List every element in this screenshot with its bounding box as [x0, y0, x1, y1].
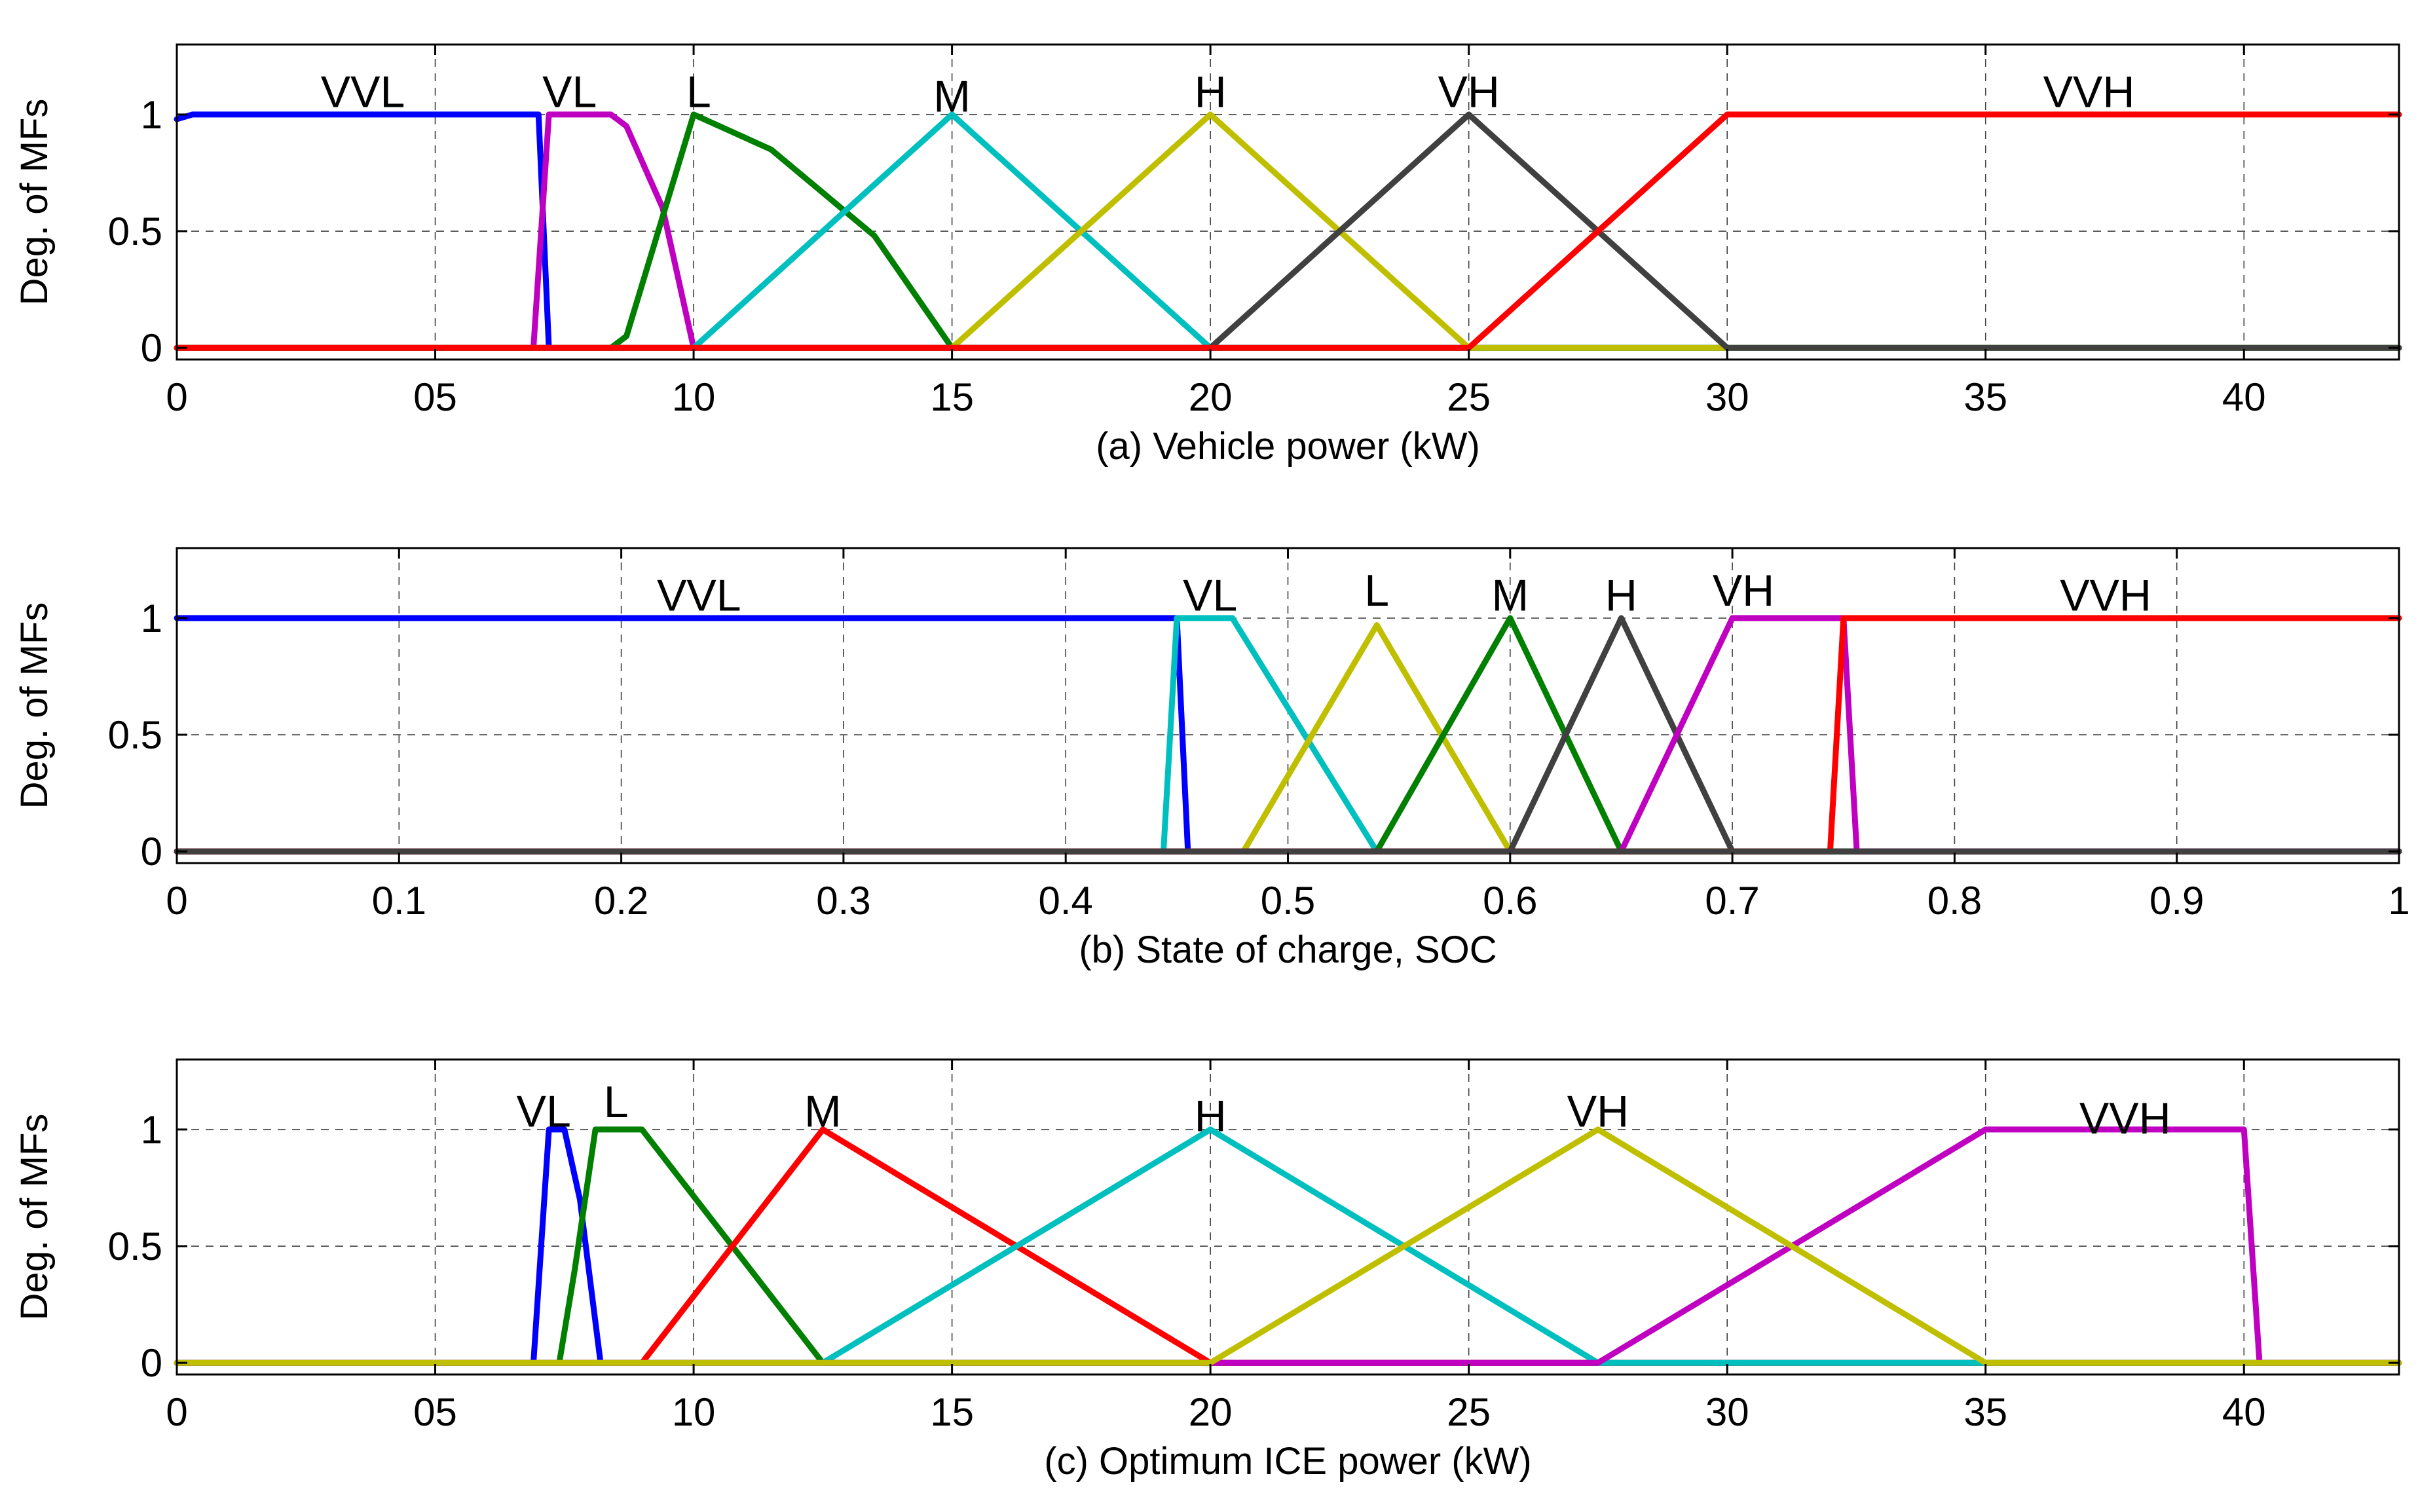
y-tick-label: 0.5 [108, 210, 162, 253]
x-axis-label: (c) Optimum ICE power (kW) [1044, 1440, 1531, 1483]
x-axis-label: (a) Vehicle power (kW) [1096, 425, 1480, 468]
mf-label-vh: VH [1713, 566, 1774, 616]
mf-label-vvl: VVL [657, 570, 741, 620]
x-tick-label: 40 [2222, 375, 2266, 419]
y-tick-label: 0.5 [108, 1225, 162, 1268]
series-line-vvh [174, 111, 2402, 351]
x-tick-label: 0 [166, 879, 187, 923]
y-tick-label: 0 [141, 1341, 162, 1385]
x-tick-label: 0.1 [372, 879, 426, 923]
x-tick-label: 0.3 [816, 879, 870, 923]
chart-panel-2: 0 05 10 15 20 25 30 35 40 0 0.5 1 VL L M H VH VVH (c) Opti… [13, 1058, 2402, 1483]
chart-panel-0: 0 05 10 15 20 25 30 35 40 0 0.5 1 VVL VL L M H VH VVH (a) V… [13, 43, 2402, 468]
mf-label-m: M [1491, 570, 1529, 620]
mf-label-m: M [933, 71, 971, 121]
mf-label-m: M [804, 1086, 842, 1136]
plot-frame [176, 43, 2400, 361]
x-tick-label: 0.4 [1038, 879, 1092, 923]
plot-frame [176, 1058, 2400, 1376]
y-axis-label: Deg. of MFs [13, 1114, 56, 1321]
mf-label-vvh: VVH [2043, 67, 2135, 117]
chart-panel-1: 0 0.1 0.2 0.3 0.4 0.5 0.6 0.7 0.8 0.9 1 0 0.5 1 VVL VL L… [13, 547, 2410, 971]
x-tick-label: 20 [1189, 375, 1233, 419]
mf-label-h: H [1605, 570, 1637, 620]
mf-label-l: L [686, 67, 711, 117]
x-tick-label: 35 [1963, 375, 2007, 419]
mf-label-vvh: VVH [2060, 570, 2151, 620]
series-line-vh [174, 1126, 2402, 1366]
y-axis-label: Deg. of MFs [13, 602, 56, 809]
y-tick-label: 1 [141, 597, 162, 640]
x-axis-label: (b) State of charge, SOC [1079, 929, 1497, 971]
mf-label-l: L [604, 1077, 629, 1127]
mf-label-vl: VL [517, 1086, 571, 1136]
y-axis-label: Deg. of MFs [13, 99, 56, 306]
x-tick-label: 40 [2222, 1390, 2266, 1434]
x-tick-label: 20 [1189, 1390, 1233, 1434]
x-tick-label: 0.8 [1927, 879, 1982, 923]
mf-label-h: H [1195, 1092, 1227, 1141]
mf-label-vh: VH [1438, 67, 1499, 117]
y-tick-label: 0 [141, 830, 162, 874]
mf-label-l: L [1364, 566, 1389, 616]
x-tick-label: 10 [672, 1390, 716, 1434]
mf-label-vh: VH [1567, 1086, 1629, 1136]
x-tick-label: 0.2 [594, 879, 648, 923]
x-tick-label: 0.5 [1261, 879, 1315, 923]
x-tick-label: 0 [166, 1390, 187, 1434]
mf-label-vl: VL [1183, 570, 1237, 620]
series-line-vl [174, 111, 2402, 351]
mf-label-vl: VL [542, 67, 597, 117]
x-tick-label: 0.7 [1705, 879, 1759, 923]
x-tick-label: 10 [672, 375, 716, 419]
mf-label-h: H [1195, 67, 1227, 117]
y-tick-label: 0 [141, 326, 162, 370]
y-tick-label: 1 [141, 93, 162, 137]
x-tick-label: 35 [1963, 1390, 2007, 1434]
mf-label-vvh: VVH [2079, 1094, 2171, 1143]
y-tick-label: 0.5 [108, 713, 162, 757]
x-tick-label: 05 [413, 1390, 457, 1434]
x-tick-label: 30 [1705, 1390, 1749, 1434]
x-tick-label: 0 [166, 375, 187, 419]
x-tick-label: 0.9 [2149, 879, 2204, 923]
x-tick-label: 30 [1705, 375, 1749, 419]
x-tick-label: 05 [413, 375, 457, 419]
mf-label-vvl: VVL [321, 67, 405, 117]
x-tick-label: 15 [930, 375, 974, 419]
x-tick-label: 0.6 [1483, 879, 1537, 923]
x-tick-label: 25 [1447, 1390, 1491, 1434]
x-tick-label: 1 [2388, 879, 2409, 923]
x-tick-label: 15 [930, 1390, 974, 1434]
y-tick-label: 1 [141, 1108, 162, 1152]
x-tick-label: 25 [1447, 375, 1491, 419]
